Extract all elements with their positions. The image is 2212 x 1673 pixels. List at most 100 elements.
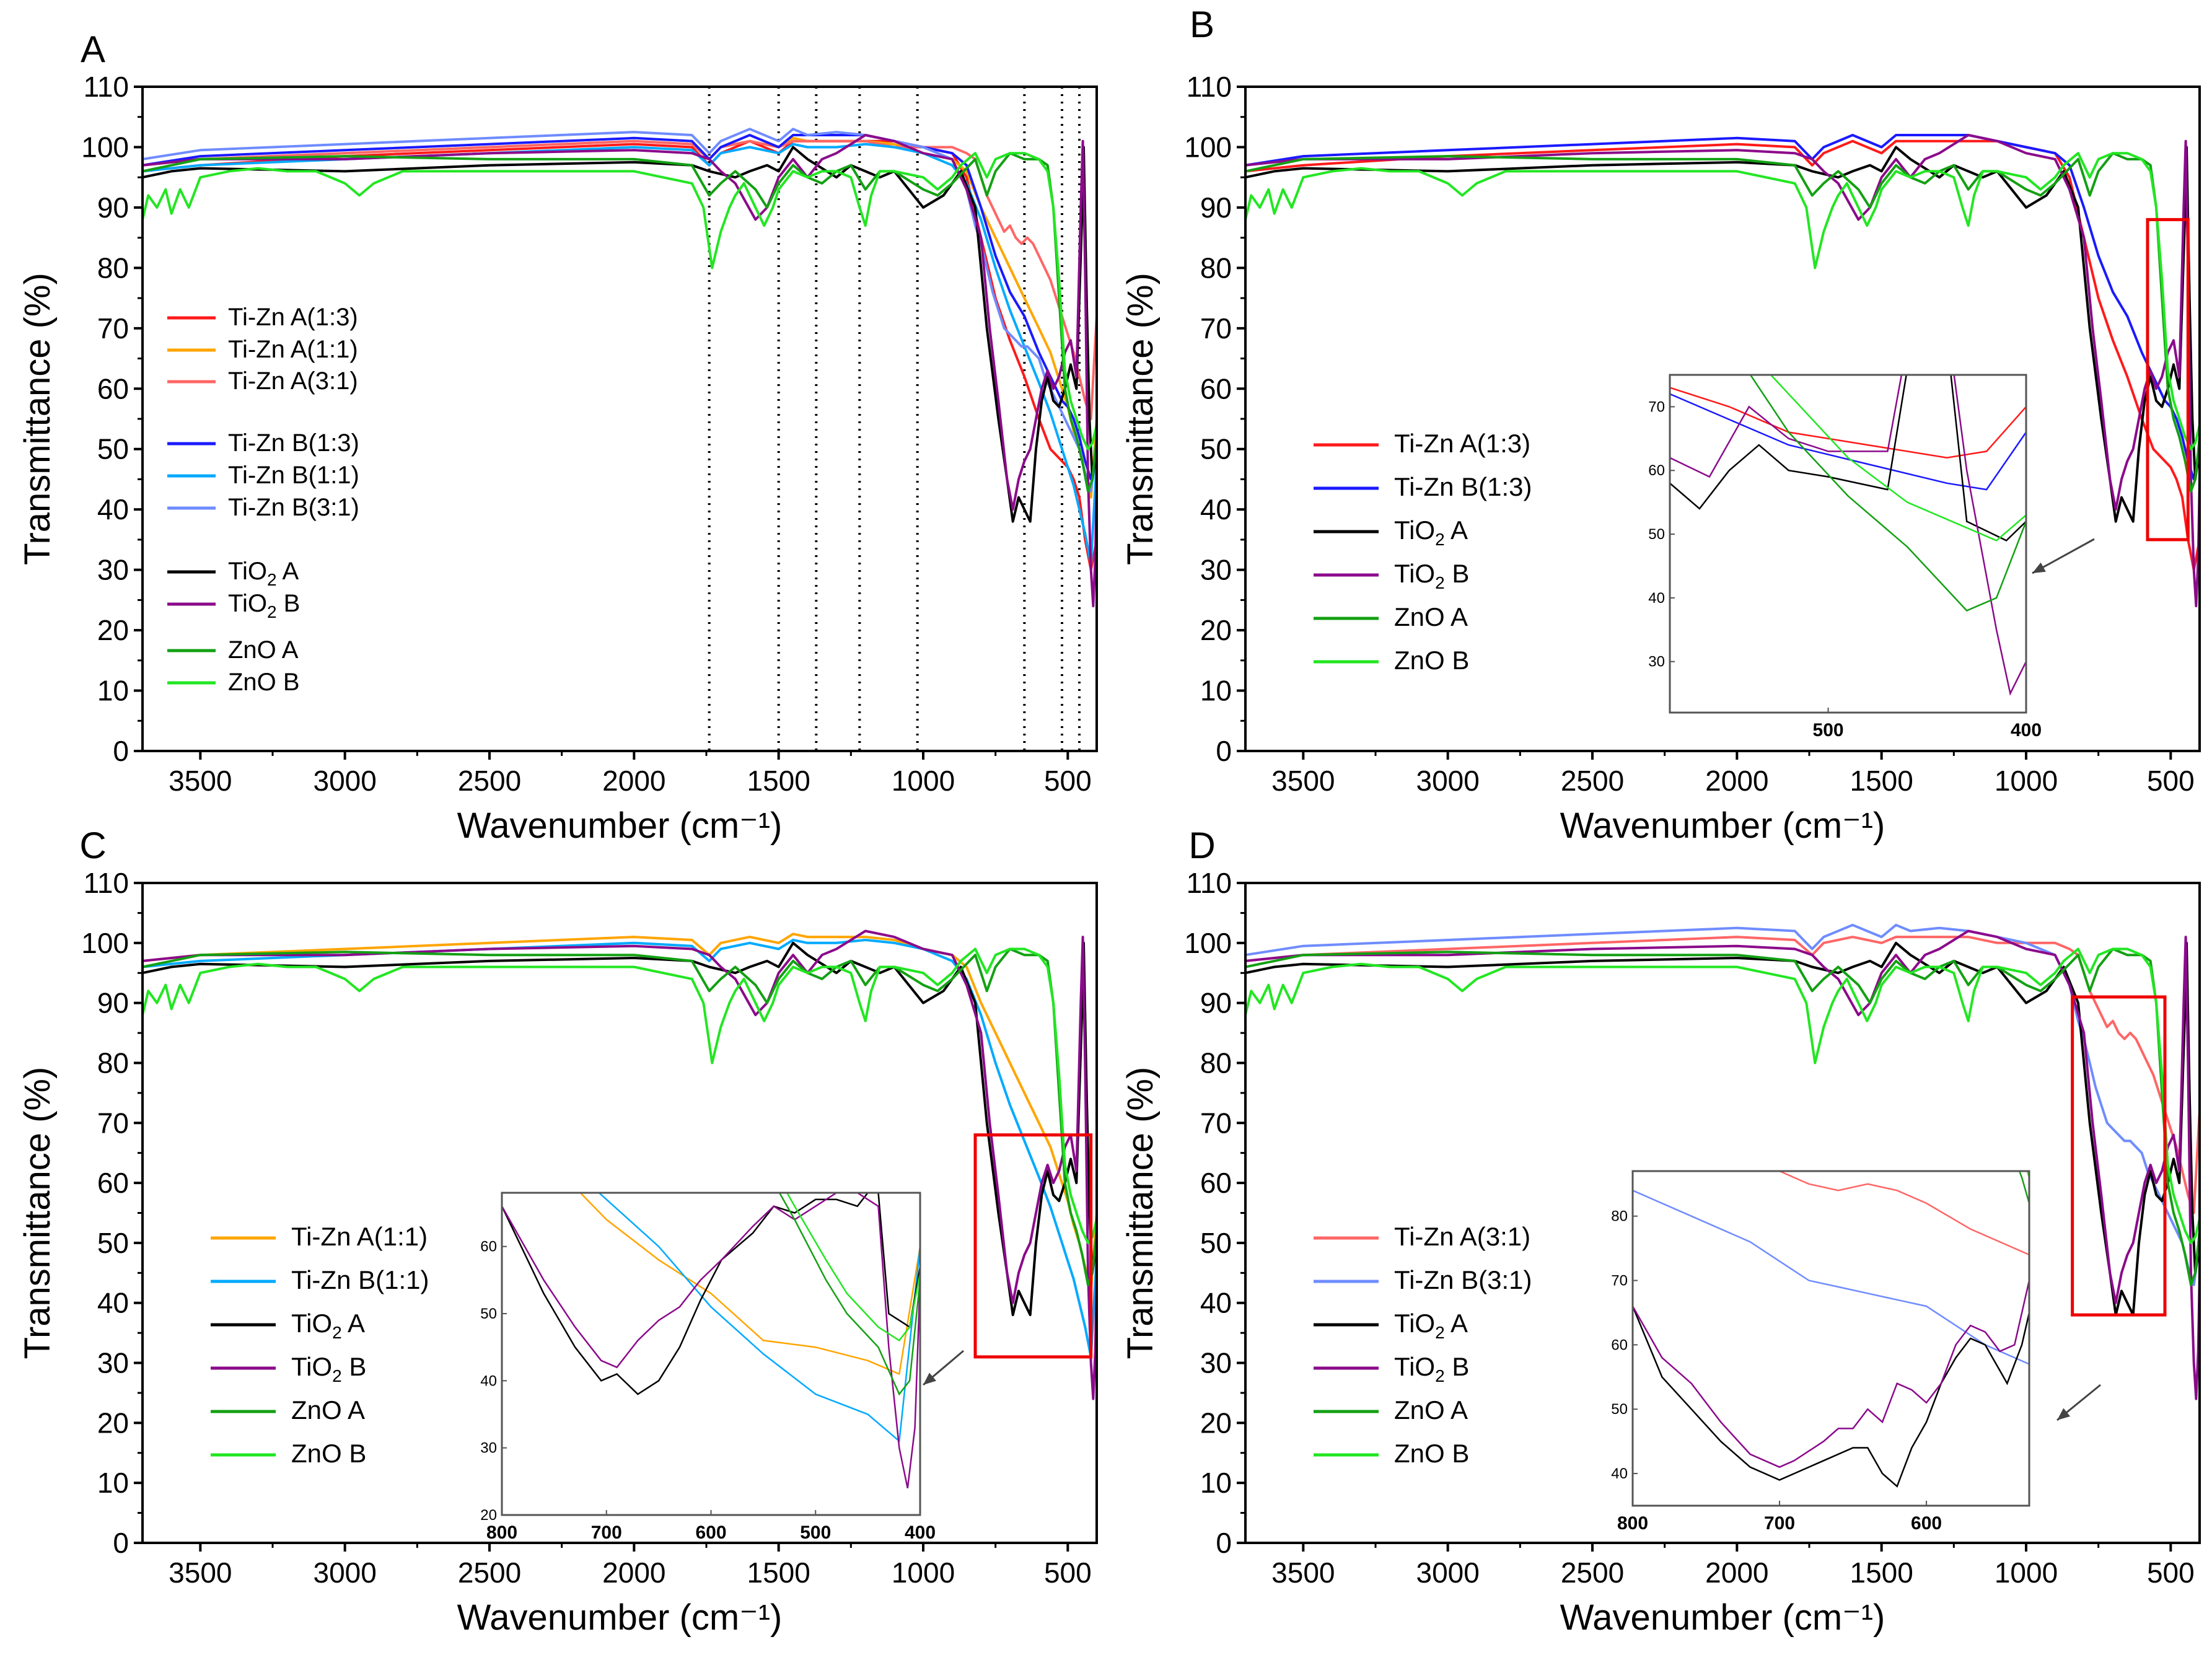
- y-tick-label: 110: [1187, 867, 1232, 899]
- legend-label-suffix: B: [1445, 1352, 1470, 1381]
- inset-y-tick-label: 40: [480, 1372, 497, 1389]
- legend-label: TiO2 B: [1394, 559, 1469, 592]
- inset-series-ZnOA: [2018, 1171, 2029, 1204]
- legend-label: TiO2 B: [291, 1352, 366, 1385]
- inset-panel: 40 50 60 70 80 800 700 600: [1611, 1170, 2101, 1534]
- y-tick-label: 60: [97, 372, 129, 405]
- inset-y-tick-label: 30: [1648, 654, 1665, 670]
- legend-label: ZnO B: [228, 669, 300, 696]
- legend-label: ZnO A: [291, 1395, 365, 1425]
- y-axis-title: Transmittance (%): [17, 273, 58, 565]
- legend-label-suffix: A: [1445, 1309, 1468, 1338]
- legend-label-text: ZnO B: [1394, 646, 1469, 675]
- y-tick-label: 20: [97, 614, 129, 646]
- x-tick-label: 3000: [313, 1557, 376, 1589]
- inset-series-TiZnB_11: [597, 1193, 920, 1443]
- x-tick-label: 500: [2147, 1557, 2195, 1589]
- x-axis-title: Wavenumber (cm⁻¹): [457, 1597, 783, 1638]
- panel-label-C: C: [79, 825, 106, 866]
- series-line-ZnOB: [1245, 152, 2200, 450]
- highlight-box: [973, 1133, 1093, 1359]
- legend-label: Ti-Zn A(3:1): [1394, 1222, 1530, 1251]
- inset-x-tick-label: 400: [2011, 720, 2042, 740]
- inset-x-tick-label: 600: [695, 1522, 726, 1543]
- x-tick-label: 1500: [747, 1557, 810, 1589]
- inset-x-tick-label: 500: [800, 1522, 831, 1543]
- inset-frame-bg: [1669, 374, 2027, 714]
- legend-label: Ti-Zn B(1:3): [228, 429, 359, 457]
- inset-panel: 20 30 40 50 60 800 700 600 500 400: [480, 1192, 964, 1543]
- y-tick-label: 70: [1200, 1107, 1232, 1139]
- inset-y-tick-label: 80: [1611, 1208, 1628, 1225]
- y-tick-label: 0: [1216, 735, 1232, 767]
- legend-label-text: TiO: [291, 1309, 332, 1338]
- inset-series-ZnOB: [2026, 1171, 2029, 1178]
- x-tick-label: 3000: [1416, 765, 1479, 797]
- legend-label-subscript: 2: [1435, 1366, 1445, 1385]
- x-axis-title: Wavenumber (cm⁻¹): [1560, 806, 1885, 846]
- y-tick-label: 0: [1216, 1527, 1232, 1559]
- legend-label: TiO2 A: [1394, 1309, 1468, 1342]
- y-tick-label: 0: [113, 735, 129, 767]
- legend-label-suffix: A: [277, 558, 299, 585]
- y-tick-label: 10: [1200, 675, 1232, 707]
- y-tick-label: 100: [81, 927, 129, 959]
- series-line-TiO2B: [143, 134, 1097, 608]
- y-tick-label: 70: [97, 312, 129, 345]
- series-line-TiO2A: [1245, 146, 2200, 523]
- legend-label: Ti-Zn A(3:1): [228, 367, 358, 395]
- legend-label: TiO2 A: [291, 1309, 365, 1342]
- y-tick-label: 20: [97, 1407, 129, 1439]
- legend-label-text: Ti-Zn A(1:3): [1394, 429, 1530, 458]
- y-tick-label: 100: [1184, 927, 1232, 959]
- y-tick-label: 60: [1200, 372, 1232, 405]
- x-tick-label: 1000: [892, 765, 955, 797]
- legend-label-text: Ti-Zn A(3:1): [1394, 1222, 1530, 1251]
- y-tick-label: 100: [1184, 131, 1232, 163]
- y-tick-label: 30: [97, 1347, 129, 1379]
- legend-label-text: TiO: [228, 558, 267, 585]
- x-tick-label: 3000: [313, 765, 376, 797]
- legend-label: TiO2 B: [1394, 1352, 1469, 1385]
- legend-label-text: ZnO A: [291, 1395, 365, 1425]
- y-tick-label: 110: [84, 867, 129, 899]
- y-tick-label: 70: [97, 1107, 129, 1139]
- legend-label-text: Ti-Zn B(1:1): [291, 1265, 429, 1294]
- legend-label-suffix: B: [342, 1352, 367, 1381]
- inset-y-tick-label: 20: [480, 1507, 497, 1524]
- inset-y-tick-label: 40: [1648, 590, 1665, 607]
- legend-label: Ti-Zn B(1:1): [228, 462, 359, 489]
- inset-y-tick-label: 60: [480, 1239, 497, 1255]
- inset-series-ZnOB: [786, 1193, 920, 1341]
- inset-series-ZnOB: [1770, 375, 2026, 542]
- x-tick-label: 1000: [892, 1557, 955, 1589]
- legend-label-subscript: 2: [267, 602, 277, 621]
- legend-label-text: Ti-Zn A(3:1): [228, 367, 358, 395]
- legend-label-text: Ti-Zn B(1:3): [228, 429, 359, 457]
- inset-series-TiO2B: [1633, 1280, 2029, 1469]
- inset-series-TiZnA_11: [579, 1193, 920, 1376]
- y-tick-label: 10: [97, 1467, 129, 1499]
- x-tick-label: 2500: [458, 1557, 521, 1589]
- y-tick-label: 50: [1200, 1227, 1232, 1259]
- series-line-TiO2A: [143, 146, 1097, 523]
- y-axis-title: Transmittance (%): [1120, 1067, 1161, 1359]
- y-tick-label: 110: [1187, 71, 1232, 103]
- y-tick-label: 40: [1200, 1287, 1232, 1319]
- legend-label-text: Ti-Zn A(1:1): [228, 336, 358, 363]
- y-axis-title: Transmittance (%): [17, 1067, 58, 1359]
- spectra-group: [1245, 134, 2200, 608]
- legend-label-text: TiO: [1394, 1309, 1435, 1338]
- legend-label-suffix: A: [342, 1309, 365, 1338]
- series-line-TiO2A: [1245, 941, 2200, 1317]
- inset-arrow-head: [2032, 562, 2046, 573]
- legend-label: TiO2 B: [228, 590, 300, 621]
- legend-label-text: ZnO B: [1394, 1439, 1469, 1468]
- y-tick-label: 30: [1200, 1347, 1232, 1379]
- y-tick-label: 20: [1200, 1407, 1232, 1439]
- y-tick-label: 40: [1200, 493, 1232, 525]
- legend-label: ZnO B: [291, 1439, 366, 1468]
